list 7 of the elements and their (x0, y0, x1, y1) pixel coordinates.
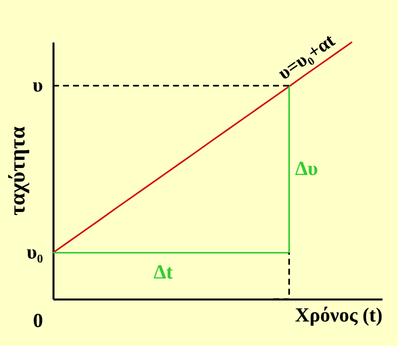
x-axis-title: Χρόνος (t) (295, 304, 382, 326)
y-axis-title: ταχύτητα (4, 126, 30, 216)
annotation: Δυ (295, 158, 318, 180)
text: υ (32, 74, 43, 97)
text: υ₀ (26, 242, 43, 264)
text: 0 (33, 310, 43, 332)
annotation: Δt (154, 262, 174, 284)
